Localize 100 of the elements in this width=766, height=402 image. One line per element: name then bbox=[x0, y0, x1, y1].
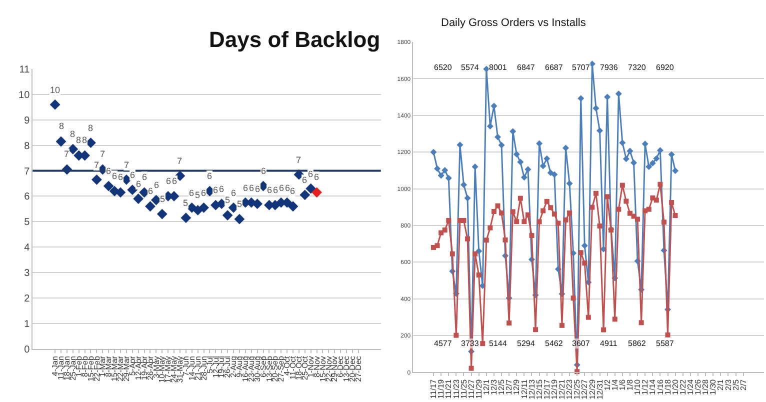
annotation: 8001 bbox=[489, 63, 508, 72]
y-tick-label: 2 bbox=[24, 293, 30, 304]
point bbox=[180, 212, 192, 224]
x-tick-label: 11/17 bbox=[429, 378, 438, 399]
annotation: 4577 bbox=[434, 339, 452, 348]
y-tick-label: 7 bbox=[24, 166, 30, 178]
data-label: 5 bbox=[225, 195, 230, 205]
point bbox=[103, 180, 114, 192]
data-label: 6 bbox=[201, 188, 206, 198]
data-label: 8 bbox=[59, 121, 64, 131]
annotation: 5587 bbox=[656, 339, 674, 348]
x-tick-label: 11/23 bbox=[452, 378, 461, 399]
x-tick-label: 1/8 bbox=[626, 378, 635, 391]
x-tick-label: 1/14 bbox=[648, 378, 658, 395]
x-tick-label: 11/21 bbox=[444, 378, 454, 399]
point bbox=[92, 174, 102, 185]
x-tick-label: 12/11 bbox=[520, 378, 529, 399]
point bbox=[145, 201, 156, 212]
x-tick-label: 12/13 bbox=[527, 378, 536, 400]
x-tick-label: 12/15 bbox=[534, 378, 544, 400]
data-label: 6 bbox=[308, 169, 314, 179]
y-tick-label: 3 bbox=[24, 268, 30, 280]
annotation: 5862 bbox=[628, 339, 646, 348]
point bbox=[68, 144, 78, 154]
data-label: 6 bbox=[142, 172, 148, 182]
point bbox=[222, 210, 233, 220]
annotation: 6687 bbox=[545, 63, 564, 72]
data-label: 6 bbox=[207, 171, 212, 181]
y-tick-label: 5 bbox=[24, 217, 30, 228]
data-label: 6 bbox=[112, 171, 118, 181]
y-tick-label: 8 bbox=[24, 140, 30, 152]
data-label: 6 bbox=[314, 172, 320, 182]
y-tick-label: 1 bbox=[24, 318, 30, 330]
annotation: 7320 bbox=[628, 63, 646, 72]
x-tick-label: 12/27 bbox=[580, 378, 590, 400]
data-label: 6 bbox=[154, 180, 160, 190]
x-tick-label: 5-Apr bbox=[128, 356, 137, 376]
data-label: 6 bbox=[219, 184, 224, 194]
data-label: 6 bbox=[279, 183, 284, 193]
x-tick-label: 12/21 bbox=[558, 378, 567, 400]
data-label: 6 bbox=[243, 183, 248, 193]
annotation: 4911 bbox=[600, 339, 618, 348]
x-tick-label: 11/29 bbox=[474, 378, 484, 399]
data-label: 6 bbox=[290, 186, 296, 196]
y-tick-label: 6 bbox=[24, 192, 30, 203]
annotation: 6920 bbox=[656, 63, 674, 72]
point bbox=[198, 202, 209, 213]
annotation: 5294 bbox=[517, 339, 536, 348]
data-label: 8 bbox=[82, 135, 88, 145]
data-label: 8 bbox=[70, 129, 76, 139]
x-tick-label: 1/4 bbox=[610, 378, 620, 391]
annotation: 5144 bbox=[489, 339, 508, 348]
data-label: 6 bbox=[267, 185, 272, 195]
x-tick-label: 12/19 bbox=[550, 378, 560, 400]
data-label: 10 bbox=[50, 85, 60, 95]
x-tick-label: 1/2 bbox=[602, 378, 612, 391]
annotation: 6520 bbox=[434, 63, 452, 72]
data-label: 8 bbox=[88, 123, 94, 133]
point bbox=[50, 99, 60, 110]
x-tick-label: 1/24 bbox=[686, 378, 696, 395]
x-tick-label: 12/29 bbox=[588, 378, 597, 400]
x-tick-label: 1/12 bbox=[640, 378, 650, 395]
y-tick-label: 11 bbox=[19, 64, 30, 76]
x-tick-label: 12/1 bbox=[482, 378, 492, 395]
data-label: 6 bbox=[106, 166, 112, 176]
data-label: 6 bbox=[285, 183, 290, 193]
x-tick-label: 1/16 bbox=[656, 378, 665, 395]
point bbox=[306, 183, 316, 194]
x-tick-label: 12/3 bbox=[490, 378, 499, 395]
x-tick-label: 1/10 bbox=[633, 378, 642, 395]
data-label: 6 bbox=[261, 166, 266, 176]
x-tick-label: 12/25 bbox=[572, 378, 582, 400]
data-label: 5 bbox=[160, 194, 166, 204]
chart-title: Days of Backlog bbox=[209, 27, 380, 52]
x-tick-label: 1/6 bbox=[618, 378, 628, 391]
x-tick-label: 12/23 bbox=[565, 378, 574, 400]
x-tick-label: 11/27 bbox=[466, 378, 476, 399]
data-label: 6 bbox=[189, 188, 194, 198]
annotation: 5462 bbox=[545, 339, 564, 348]
point bbox=[300, 190, 310, 200]
data-label: 7 bbox=[94, 160, 100, 170]
data-label: 6 bbox=[213, 185, 218, 195]
x-tick-label: 1/26 bbox=[694, 378, 703, 395]
x-tick-label: 27-Dec bbox=[354, 356, 364, 382]
annotation: 3733 bbox=[461, 339, 480, 348]
x-tick-label: 1/18 bbox=[663, 378, 672, 395]
point bbox=[127, 184, 138, 196]
annotation: 7936 bbox=[600, 63, 618, 72]
data-label: 5 bbox=[195, 190, 200, 200]
data-label: 6 bbox=[249, 183, 254, 193]
x-tick-label: 12/5 bbox=[497, 378, 506, 395]
y-tick-label: 9 bbox=[24, 115, 30, 126]
annotation: 5574 bbox=[461, 63, 480, 72]
x-tick-label: 12/31 bbox=[595, 378, 604, 400]
data-label: 7 bbox=[100, 149, 106, 159]
x-tick-label: 11/25 bbox=[459, 378, 468, 399]
x-tick-label: 1/20 bbox=[670, 378, 680, 395]
x-tick-label: 1/22 bbox=[678, 378, 688, 395]
data-label: 6 bbox=[273, 185, 278, 195]
annotation: 6847 bbox=[517, 63, 536, 72]
